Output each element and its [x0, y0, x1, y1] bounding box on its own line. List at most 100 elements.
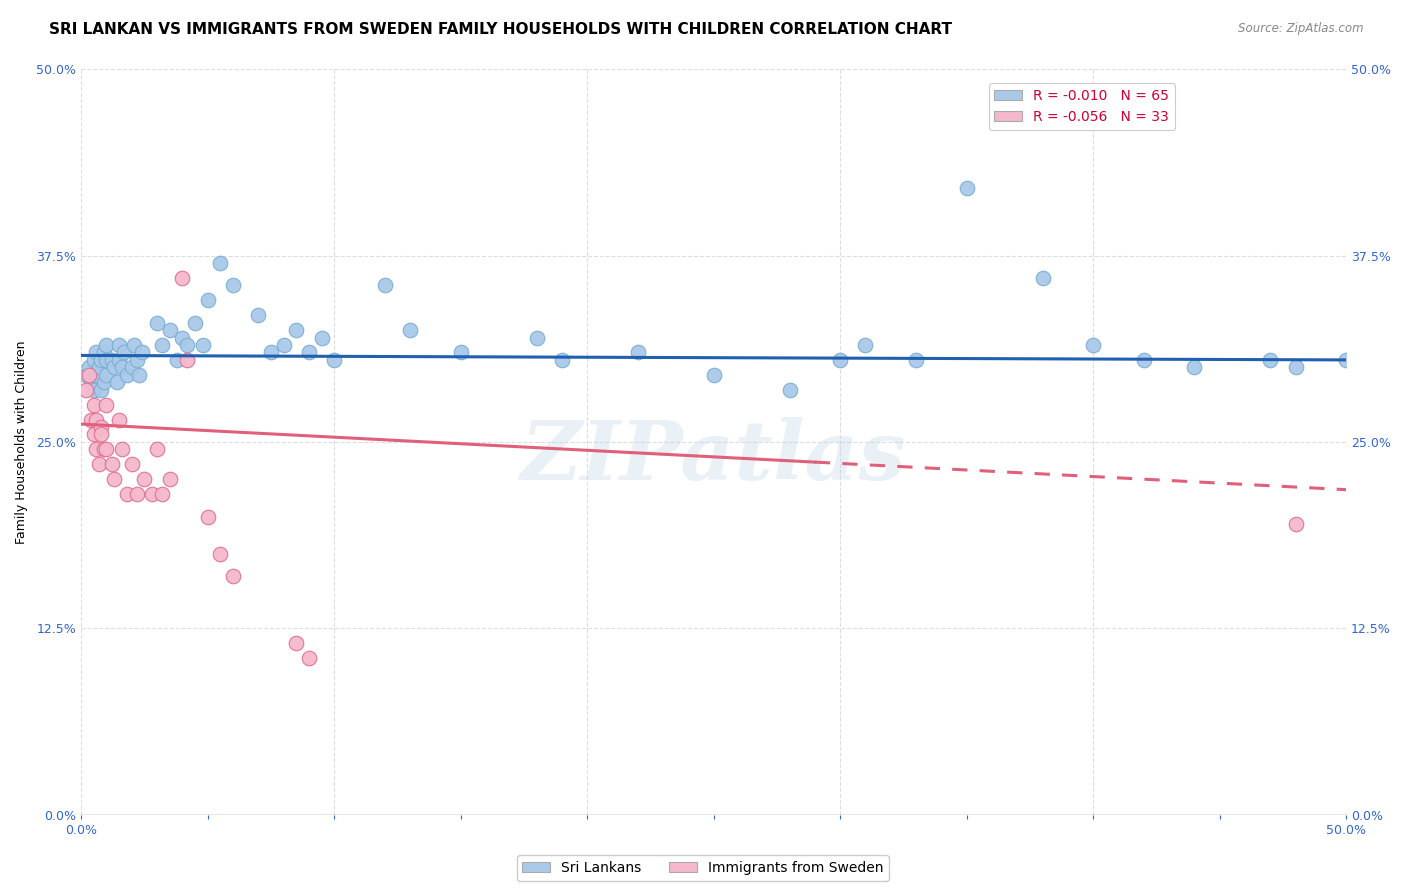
Point: [222, 569, 245, 583]
Point: [551, 352, 574, 367]
Point: [779, 383, 801, 397]
Point: [112, 345, 135, 359]
Point: [146, 316, 169, 330]
Point: [93, 376, 115, 390]
Point: [75, 383, 97, 397]
Point: [526, 330, 548, 344]
Point: [87, 458, 110, 472]
Point: [103, 360, 125, 375]
Point: [209, 256, 232, 270]
Point: [103, 472, 125, 486]
Point: [80, 412, 103, 426]
Point: [105, 376, 128, 390]
Point: [247, 308, 270, 322]
Point: [96, 352, 118, 367]
Point: [90, 420, 112, 434]
Point: [905, 352, 928, 367]
Point: [125, 487, 148, 501]
Point: [1182, 360, 1205, 375]
Point: [115, 487, 138, 501]
Point: [96, 338, 118, 352]
Text: ZIPatlas: ZIPatlas: [520, 417, 907, 497]
Point: [1258, 352, 1281, 367]
Point: [125, 352, 148, 367]
Text: Source: ZipAtlas.com: Source: ZipAtlas.com: [1239, 22, 1364, 36]
Y-axis label: Family Households with Children: Family Households with Children: [15, 340, 28, 544]
Legend: Sri Lankans, Immigrants from Sweden: Sri Lankans, Immigrants from Sweden: [517, 855, 889, 880]
Point: [298, 651, 321, 665]
Point: [93, 442, 115, 457]
Point: [86, 442, 108, 457]
Point: [450, 345, 472, 359]
Point: [260, 345, 283, 359]
Point: [1132, 352, 1154, 367]
Point: [146, 442, 169, 457]
Point: [1284, 516, 1306, 531]
Point: [83, 352, 105, 367]
Point: [172, 271, 194, 285]
Point: [1334, 352, 1357, 367]
Point: [176, 352, 198, 367]
Point: [96, 398, 118, 412]
Point: [1032, 271, 1054, 285]
Point: [90, 427, 112, 442]
Point: [111, 360, 134, 375]
Point: [100, 352, 122, 367]
Point: [1081, 338, 1104, 352]
Point: [956, 181, 979, 195]
Point: [86, 345, 108, 359]
Point: [131, 345, 153, 359]
Point: [86, 368, 108, 382]
Point: [83, 383, 105, 397]
Point: [191, 338, 214, 352]
Point: [176, 338, 198, 352]
Point: [121, 458, 143, 472]
Point: [96, 368, 118, 382]
Legend: R = -0.010   N = 65, R = -0.056   N = 33: R = -0.010 N = 65, R = -0.056 N = 33: [988, 84, 1175, 129]
Point: [311, 330, 333, 344]
Point: [159, 323, 181, 337]
Point: [209, 547, 232, 561]
Point: [285, 323, 308, 337]
Point: [273, 338, 295, 352]
Point: [298, 345, 321, 359]
Point: [197, 293, 219, 308]
Point: [830, 352, 852, 367]
Point: [124, 338, 146, 352]
Point: [222, 278, 245, 293]
Point: [77, 368, 100, 382]
Point: [90, 383, 112, 397]
Point: [374, 278, 396, 293]
Point: [855, 338, 877, 352]
Point: [128, 368, 150, 382]
Point: [197, 509, 219, 524]
Point: [100, 458, 122, 472]
Point: [703, 368, 725, 382]
Point: [96, 442, 118, 457]
Point: [93, 345, 115, 359]
Point: [108, 338, 131, 352]
Point: [108, 412, 131, 426]
Point: [75, 368, 97, 382]
Point: [172, 330, 194, 344]
Point: [77, 360, 100, 375]
Point: [80, 376, 103, 390]
Point: [90, 352, 112, 367]
Point: [87, 360, 110, 375]
Point: [184, 316, 207, 330]
Text: SRI LANKAN VS IMMIGRANTS FROM SWEDEN FAMILY HOUSEHOLDS WITH CHILDREN CORRELATION: SRI LANKAN VS IMMIGRANTS FROM SWEDEN FAM…: [49, 22, 952, 37]
Point: [159, 472, 181, 486]
Point: [121, 360, 143, 375]
Point: [134, 472, 156, 486]
Point: [86, 412, 108, 426]
Point: [108, 352, 131, 367]
Point: [83, 427, 105, 442]
Point: [323, 352, 346, 367]
Point: [83, 398, 105, 412]
Point: [1284, 360, 1306, 375]
Point: [150, 338, 173, 352]
Point: [115, 368, 138, 382]
Point: [141, 487, 163, 501]
Point: [166, 352, 188, 367]
Point: [285, 636, 308, 650]
